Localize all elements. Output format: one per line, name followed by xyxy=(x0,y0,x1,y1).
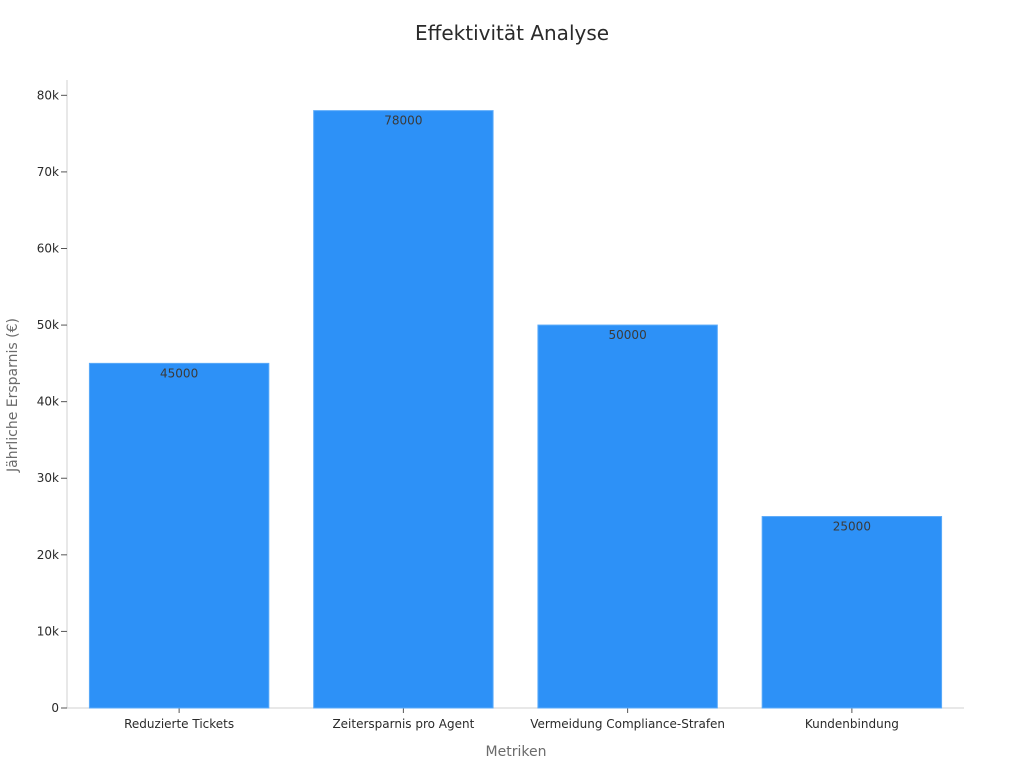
x-tick-label: Vermeidung Compliance-Strafen xyxy=(530,717,725,731)
data-label: 50000 xyxy=(609,328,647,342)
axes: 0 10k 20k 30k 40k 50k 60k 70k 80k Reduzierte Tick… xyxy=(37,80,964,731)
data-label: 78000 xyxy=(384,114,422,128)
bar xyxy=(88,362,270,709)
x-tick-label: Zeitersparnis pro Agent xyxy=(332,717,474,731)
bar xyxy=(537,324,718,709)
data-labels: 45000 78000 50000 25000 xyxy=(160,114,871,534)
bar xyxy=(761,516,943,709)
data-label: 45000 xyxy=(160,366,198,380)
y-tick-label: 30k xyxy=(37,471,59,485)
chart-title: Effektivität Analyse xyxy=(415,21,609,45)
bars xyxy=(88,110,943,709)
x-tick-label: Kundenbindung xyxy=(805,717,899,731)
y-tick-label: 10k xyxy=(37,624,59,638)
y-tick-label: 60k xyxy=(37,241,59,255)
y-tick-label: 40k xyxy=(37,395,59,409)
y-tick-label: 50k xyxy=(37,318,59,332)
y-axis-title: Jährliche Ersparnis (€) xyxy=(5,318,21,473)
y-tick-label: 0 xyxy=(51,701,59,715)
y-tick-label: 80k xyxy=(37,88,59,102)
x-tick-label: Reduzierte Tickets xyxy=(124,717,234,731)
data-label: 25000 xyxy=(833,520,871,534)
y-tick-label: 70k xyxy=(37,165,59,179)
bar xyxy=(313,110,494,709)
y-tick-label: 20k xyxy=(37,548,59,562)
x-axis-title: Metriken xyxy=(486,744,547,760)
